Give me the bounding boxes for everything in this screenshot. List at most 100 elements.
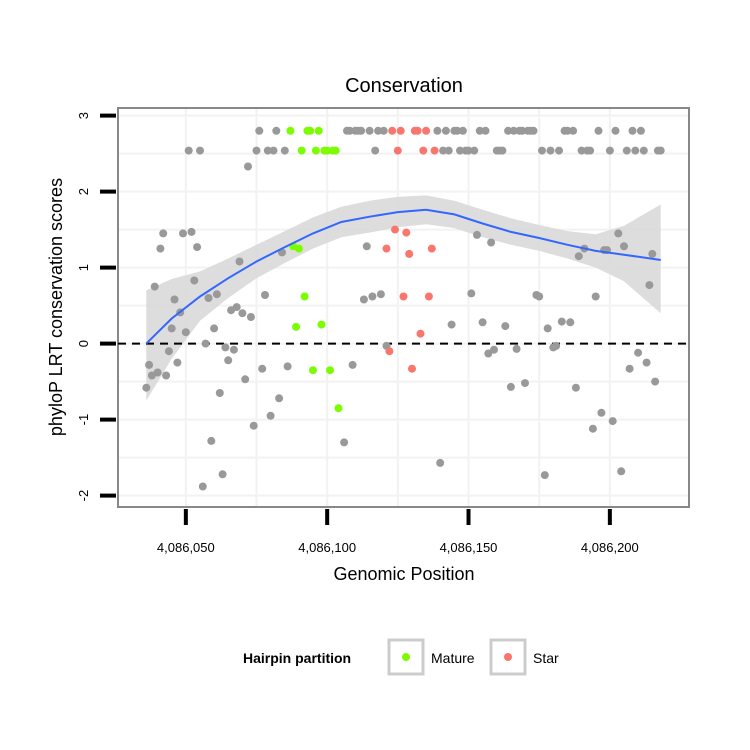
- y-tick-label: -2: [76, 490, 91, 502]
- point-other: [212, 290, 221, 299]
- point-other: [543, 324, 552, 333]
- point-star: [408, 364, 416, 373]
- point-other: [481, 126, 490, 135]
- point-other: [269, 146, 278, 155]
- point-other: [232, 303, 241, 312]
- point-other: [498, 146, 507, 155]
- point-other: [456, 146, 464, 155]
- data-points: [142, 126, 665, 491]
- point-other: [207, 436, 216, 445]
- point-mature: [326, 366, 334, 375]
- point-other: [164, 347, 173, 356]
- point-other: [501, 322, 510, 331]
- point-mature: [323, 146, 332, 155]
- point-other: [453, 126, 462, 135]
- point-other: [433, 126, 442, 135]
- point-other: [159, 229, 168, 238]
- point-star: [402, 228, 411, 237]
- point-other: [244, 162, 252, 171]
- point-other: [179, 229, 187, 238]
- point-other: [261, 291, 269, 299]
- point-star: [385, 347, 394, 356]
- point-other: [512, 344, 521, 353]
- point-other: [266, 411, 275, 420]
- point-star: [405, 249, 414, 258]
- x-tick-label: 4,086,050: [157, 540, 215, 555]
- point-other: [142, 383, 151, 392]
- point-other: [345, 126, 354, 135]
- point-other: [586, 146, 595, 155]
- point-other: [280, 146, 289, 155]
- smooth-curve: [145, 208, 661, 345]
- point-other: [617, 467, 626, 476]
- point-other: [518, 126, 527, 135]
- point-other: [359, 295, 368, 304]
- point-star: [391, 225, 399, 234]
- point-other: [538, 146, 546, 155]
- x-tick-label: 4,086,150: [440, 540, 498, 555]
- legend-label-star: Star: [533, 650, 559, 666]
- point-other: [552, 341, 561, 350]
- point-other: [470, 146, 479, 155]
- point-other: [156, 244, 165, 253]
- point-star: [396, 126, 405, 135]
- point-other: [441, 126, 450, 135]
- point-other: [241, 375, 250, 384]
- point-other: [275, 394, 284, 403]
- y-axis-label: phyloP LRT conservation scores: [46, 178, 66, 436]
- point-other: [252, 146, 261, 155]
- point-other: [546, 146, 555, 155]
- point-other: [478, 318, 487, 327]
- point-other: [625, 364, 634, 373]
- point-other: [473, 230, 481, 239]
- y-tick-label: 3: [76, 112, 91, 119]
- point-other: [150, 282, 159, 291]
- point-other: [371, 146, 380, 155]
- point-other: [588, 424, 597, 433]
- point-other: [196, 146, 204, 155]
- point-other: [490, 345, 498, 354]
- point-other: [357, 126, 366, 135]
- point-mature: [286, 126, 295, 135]
- point-other: [540, 471, 549, 480]
- point-star: [430, 146, 439, 155]
- point-other: [574, 252, 583, 261]
- point-other: [611, 126, 620, 135]
- y-axis: -2 -1 0 1 2 3: [76, 112, 116, 501]
- point-other: [187, 227, 196, 236]
- point-other: [608, 417, 617, 426]
- legend-item-star: Star: [489, 638, 559, 676]
- point-other: [577, 146, 586, 155]
- legend-title: Hairpin partition: [243, 650, 351, 666]
- legend-marker-mature: [402, 653, 410, 661]
- point-other: [374, 126, 383, 135]
- point-other: [246, 313, 255, 321]
- point-other: [656, 146, 665, 155]
- point-other: [379, 126, 388, 135]
- point-other: [153, 368, 162, 377]
- point-mature: [306, 126, 315, 135]
- point-other: [504, 126, 513, 135]
- point-other: [235, 257, 244, 266]
- point-star: [382, 244, 391, 253]
- x-axis: 4,086,050 4,086,100 4,086,150 4,086,200: [157, 509, 639, 555]
- point-other: [487, 238, 496, 247]
- point-other: [198, 482, 207, 491]
- point-star: [427, 244, 436, 253]
- point-mature: [314, 126, 323, 135]
- point-other: [591, 292, 600, 301]
- point-other: [563, 126, 572, 135]
- point-star: [413, 126, 422, 135]
- point-other: [484, 349, 493, 358]
- point-other: [535, 292, 544, 301]
- point-other: [529, 126, 538, 135]
- point-other: [620, 242, 628, 251]
- point-other: [634, 348, 643, 357]
- point-other: [170, 295, 179, 304]
- point-other: [238, 309, 247, 318]
- point-other: [181, 328, 190, 337]
- point-other: [263, 146, 272, 155]
- point-star: [422, 126, 431, 135]
- point-other: [258, 364, 267, 373]
- point-other: [645, 281, 654, 290]
